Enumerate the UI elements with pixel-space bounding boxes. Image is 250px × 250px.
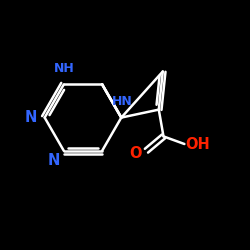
Text: NH: NH xyxy=(54,62,74,75)
Text: OH: OH xyxy=(186,136,210,152)
Text: N: N xyxy=(24,110,36,125)
Text: N: N xyxy=(48,153,60,168)
Text: O: O xyxy=(129,146,141,161)
Text: HN: HN xyxy=(112,95,133,108)
